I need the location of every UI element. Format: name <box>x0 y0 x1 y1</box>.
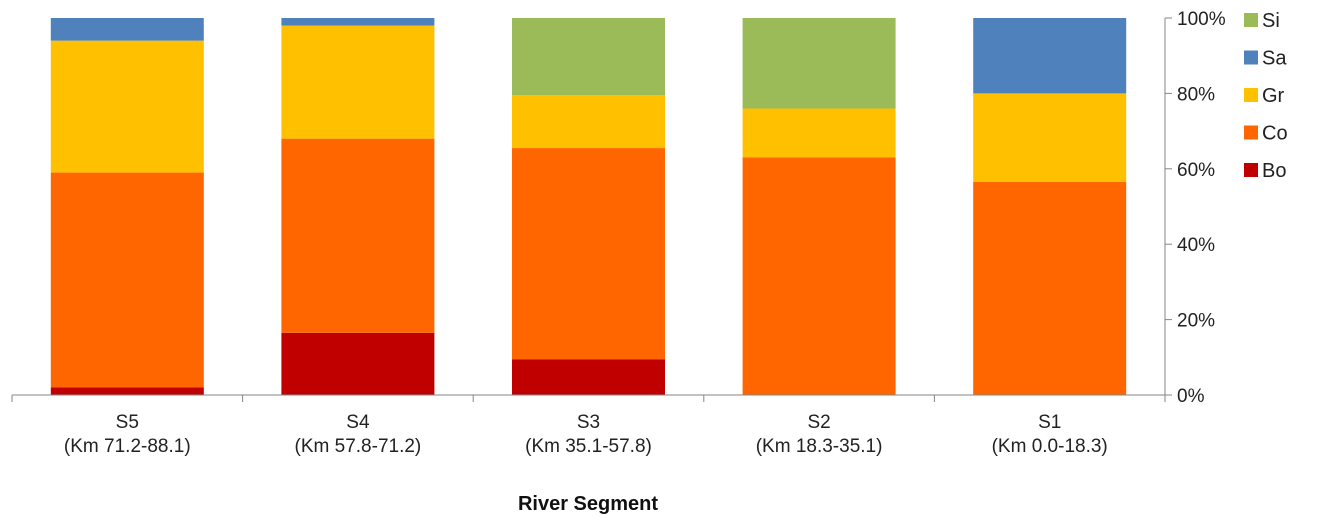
legend-swatch <box>1244 50 1258 65</box>
legend: Si Sa Gr Co Bo <box>1244 10 1288 182</box>
legend-label: Sa <box>1262 48 1287 70</box>
y-tick-label: 20% <box>1177 311 1215 332</box>
x-tick-label: S4 (Km 57.8-71.2) <box>295 412 422 457</box>
legend-label: Si <box>1262 10 1280 32</box>
legend-item-gr: Gr <box>1244 85 1285 107</box>
x-axis-title: River Segment <box>518 493 658 515</box>
x-tick-label: S2 (Km 18.3-35.1) <box>756 412 883 457</box>
bar-segment-gr-s3 <box>512 95 665 149</box>
bar-segment-co-s4 <box>281 138 435 333</box>
bar-segment-gr-s1 <box>973 93 1127 182</box>
bar-segment-co-s5 <box>50 172 204 388</box>
bar-segment-gr-s5 <box>50 40 204 173</box>
legend-item-bo: Bo <box>1244 160 1286 182</box>
bar-segment-co-s3 <box>512 148 665 360</box>
bars-group <box>50 18 1127 395</box>
legend-swatch <box>1244 163 1258 177</box>
legend-swatch <box>1244 13 1258 27</box>
legend-item-sa: Sa <box>1244 48 1287 70</box>
legend-label: Co <box>1262 123 1288 145</box>
y-tick-label: 60% <box>1177 160 1215 181</box>
category-code: S2 <box>807 412 830 433</box>
axes-group: 0% 20% 40% 60% 80% 100% S5 (Km 71.2-88.1) S4 (Km … <box>11 9 1226 457</box>
bar-segment-sa-s5 <box>50 18 204 41</box>
legend-swatch <box>1244 125 1258 140</box>
legend-item-si: Si <box>1244 10 1280 32</box>
x-tick-label: S1 (Km 0.0-18.3) <box>992 412 1108 457</box>
legend-label: Bo <box>1262 160 1286 182</box>
category-range: (Km 71.2-88.1) <box>64 436 191 457</box>
bar-segment-bo-s4 <box>281 332 435 395</box>
category-range: (Km 35.1-57.8) <box>525 436 652 457</box>
bar-segment-si-s2 <box>742 18 896 109</box>
bar-segment-bo-s5 <box>50 387 204 395</box>
category-code: S3 <box>577 412 600 433</box>
x-tick-label: S3 (Km 35.1-57.8) <box>525 412 652 457</box>
y-tick-label: 0% <box>1177 386 1205 407</box>
y-tick-label: 40% <box>1177 235 1215 256</box>
legend-label: Gr <box>1262 85 1285 107</box>
category-range: (Km 0.0-18.3) <box>992 436 1108 457</box>
category-code: S5 <box>116 412 139 433</box>
category-code: S1 <box>1038 412 1061 433</box>
category-code: S4 <box>346 412 370 433</box>
bar-segment-sa-s1 <box>973 18 1127 94</box>
legend-item-co: Co <box>1244 123 1288 145</box>
bar-segment-gr-s2 <box>742 108 896 158</box>
category-range: (Km 18.3-35.1) <box>756 436 883 457</box>
bar-segment-co-s1 <box>973 182 1127 395</box>
x-tick-label: S5 (Km 71.2-88.1) <box>64 412 191 457</box>
bar-segment-sa-s4 <box>281 18 435 26</box>
y-tick-label: 80% <box>1177 84 1215 105</box>
bar-segment-si-s3 <box>512 18 665 96</box>
category-range: (Km 57.8-71.2) <box>295 436 422 457</box>
bar-segment-gr-s4 <box>281 25 435 139</box>
legend-swatch <box>1244 88 1258 102</box>
bar-segment-bo-s3 <box>512 359 665 395</box>
bar-segment-co-s2 <box>742 157 896 395</box>
y-tick-label: 100% <box>1177 9 1226 30</box>
